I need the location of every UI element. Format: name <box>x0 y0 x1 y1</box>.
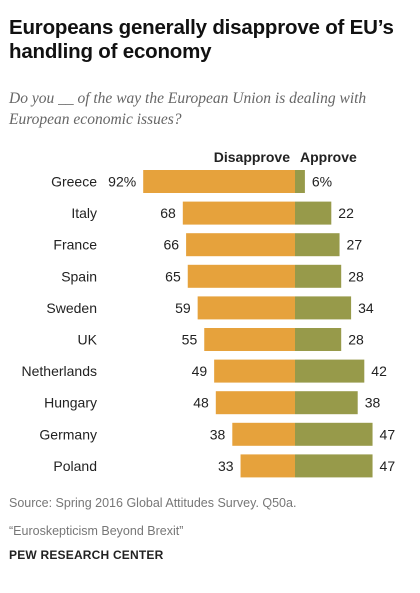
category-label: Greece <box>51 174 97 190</box>
bar-approve <box>295 296 352 320</box>
category-label: Italy <box>71 205 97 221</box>
label-disapprove: 55 <box>182 332 198 348</box>
label-disapprove: 38 <box>210 426 226 442</box>
bar-approve <box>295 264 342 288</box>
category-label: UK <box>78 332 98 348</box>
chart-subtitle: Do you __ of the way the European Union … <box>9 90 367 128</box>
report-title: “Euroskepticism Beyond Brexit” <box>9 524 184 538</box>
bar-disapprove <box>232 422 295 446</box>
bar-approve <box>295 201 332 225</box>
label-disapprove: 48 <box>193 395 209 411</box>
label-disapprove: 65 <box>165 268 181 284</box>
chart-title: Europeans generally disapprove of EU’s h… <box>9 16 394 63</box>
bar-approve <box>295 422 373 446</box>
label-disapprove: 59 <box>175 300 191 316</box>
label-disapprove: 49 <box>192 363 208 379</box>
label-disapprove: 66 <box>164 237 180 253</box>
bar-disapprove <box>214 359 295 383</box>
org-name: PEW RESEARCH CENTER <box>9 548 164 562</box>
legend-disapprove: Disapprove <box>214 149 290 165</box>
category-label: Germany <box>39 426 97 442</box>
bar-disapprove <box>215 391 295 415</box>
bar-approve <box>295 454 373 478</box>
label-approve: 6% <box>312 174 332 190</box>
label-approve: 27 <box>347 237 363 253</box>
bar-approve <box>295 328 342 351</box>
bar-approve <box>295 233 340 257</box>
bar-disapprove <box>187 264 295 288</box>
bar-disapprove <box>143 170 295 193</box>
bar-approve <box>295 391 358 415</box>
label-approve: 47 <box>380 458 396 474</box>
category-label: Hungary <box>44 395 97 411</box>
category-label: Sweden <box>46 300 97 316</box>
label-disapprove: 68 <box>160 205 176 221</box>
legend-approve: Approve <box>300 149 357 165</box>
label-disapprove: 92% <box>108 174 136 190</box>
bar-approve <box>295 359 365 383</box>
bar-disapprove <box>182 201 295 225</box>
label-approve: 28 <box>348 268 364 284</box>
bar-disapprove <box>204 328 295 351</box>
bar-approve <box>295 170 305 193</box>
label-approve: 38 <box>365 395 381 411</box>
category-label: Netherlands <box>22 363 98 379</box>
label-disapprove: 33 <box>218 458 234 474</box>
label-approve: 42 <box>371 363 387 379</box>
label-approve: 28 <box>348 332 364 348</box>
label-approve: 47 <box>380 426 396 442</box>
category-label: France <box>53 237 97 253</box>
bar-disapprove <box>186 233 295 257</box>
category-label: Spain <box>61 268 97 284</box>
bar-disapprove <box>197 296 295 320</box>
source-note: Source: Spring 2016 Global Attitudes Sur… <box>9 496 297 510</box>
label-approve: 22 <box>338 205 354 221</box>
diverging-bar-chart: Disapprove Approve 92% 6% Greece 68 22 Italy 66 2… <box>22 149 396 478</box>
category-label: Poland <box>53 458 97 474</box>
label-approve: 34 <box>358 300 374 316</box>
bar-disapprove <box>240 454 295 478</box>
